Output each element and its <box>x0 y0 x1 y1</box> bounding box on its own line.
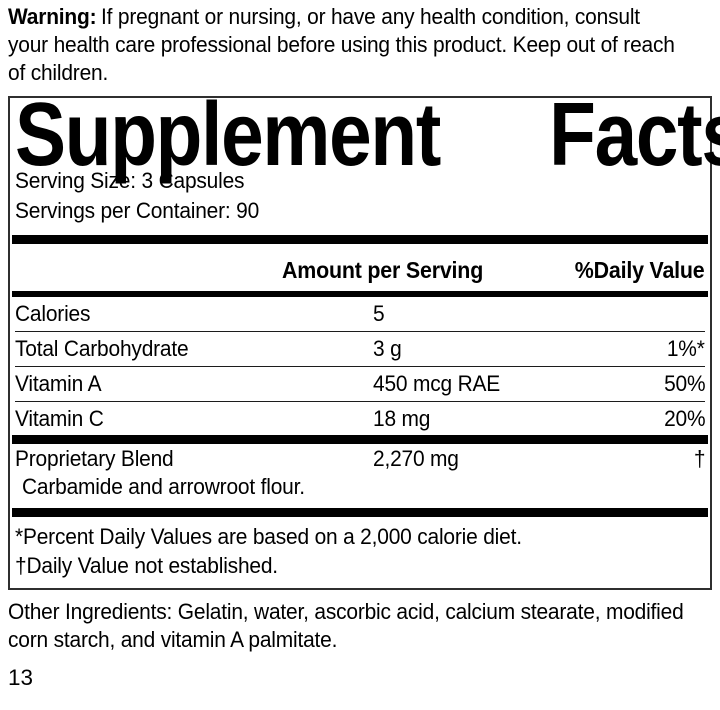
nutrient-daily-value: 1%* <box>667 336 705 361</box>
panel-title-word2: Facts <box>549 85 720 185</box>
warning-line: of children. <box>8 60 109 85</box>
other-ingredients-line: Other Ingredients: Gelatin, water, ascor… <box>8 599 684 624</box>
footnote-dagger: †Daily Value not established. <box>15 553 278 578</box>
column-header-row: Amount per Serving %Daily Value <box>15 244 705 291</box>
serving-size: Serving Size: 3 Capsules <box>15 168 245 193</box>
nutrient-amount: 3 g <box>373 336 402 361</box>
thick-rule-top <box>12 235 708 244</box>
supplement-facts-panel: Supplement Facts Serving Size: 3 Capsule… <box>8 90 720 590</box>
other-ingredients: Other Ingredients: Gelatin, water, ascor… <box>8 598 720 654</box>
blend-components: Carbamide and arrowroot flour. <box>22 474 305 499</box>
blend-name: Proprietary Blend <box>15 446 174 471</box>
nutrient-name: Vitamin C <box>15 405 104 431</box>
footnotes: *Percent Daily Values are based on a 2,0… <box>15 517 705 580</box>
thick-rule-footnotes <box>12 508 708 517</box>
panel-title: Supplement Facts <box>15 90 720 180</box>
footnote-percent-dv: *Percent Daily Values are based on a 2,0… <box>15 524 522 549</box>
servings-per-container: Servings per Container: 90 <box>15 198 260 223</box>
other-ingredients-line: corn starch, and vitamin A palmitate. <box>8 627 338 652</box>
warning-line: your health care professional before usi… <box>8 32 675 57</box>
nutrient-daily-value: 50% <box>663 371 706 396</box>
nutrient-row-calories: Calories 5 <box>15 297 705 332</box>
nutrient-row-vitamin-c: Vitamin C 18 mg 20% <box>15 402 705 435</box>
page-number: 13 <box>8 665 34 690</box>
column-header-amount: Amount per Serving <box>282 257 484 283</box>
nutrient-amount: 18 mg <box>373 405 431 431</box>
nutrient-row-total-carbohydrate: Total Carbohydrate 3 g 1%* <box>15 332 705 367</box>
proprietary-blend-row: Proprietary Blend 2,270 mg † <box>15 444 705 474</box>
warning-line-text: If pregnant or nursing, or have any heal… <box>101 4 640 29</box>
dagger-symbol: † <box>693 446 706 471</box>
nutrient-name: Total Carbohydrate <box>15 336 189 361</box>
nutrient-amount: 5 <box>373 301 385 326</box>
warning-paragraph: Warning: If pregnant or nursing, or have … <box>8 3 720 87</box>
nutrient-name: Calories <box>15 301 91 326</box>
panel-title-word1: Supplement <box>15 85 441 185</box>
warning-line: Warning: If pregnant or nursing, or have … <box>8 3 720 31</box>
medium-rule-header <box>12 291 708 297</box>
warning-lead: Warning: <box>8 4 97 29</box>
nutrient-row-vitamin-a: Vitamin A 450 mcg RAE 50% <box>15 367 705 402</box>
nutrient-amount: 450 mcg RAE <box>373 371 501 396</box>
nutrient-name: Vitamin A <box>15 371 102 396</box>
column-header-daily-value: %Daily Value <box>575 257 705 283</box>
nutrient-daily-value: 20% <box>663 405 706 431</box>
blend-amount: 2,270 mg <box>373 446 459 471</box>
thick-rule-blend <box>12 435 708 444</box>
